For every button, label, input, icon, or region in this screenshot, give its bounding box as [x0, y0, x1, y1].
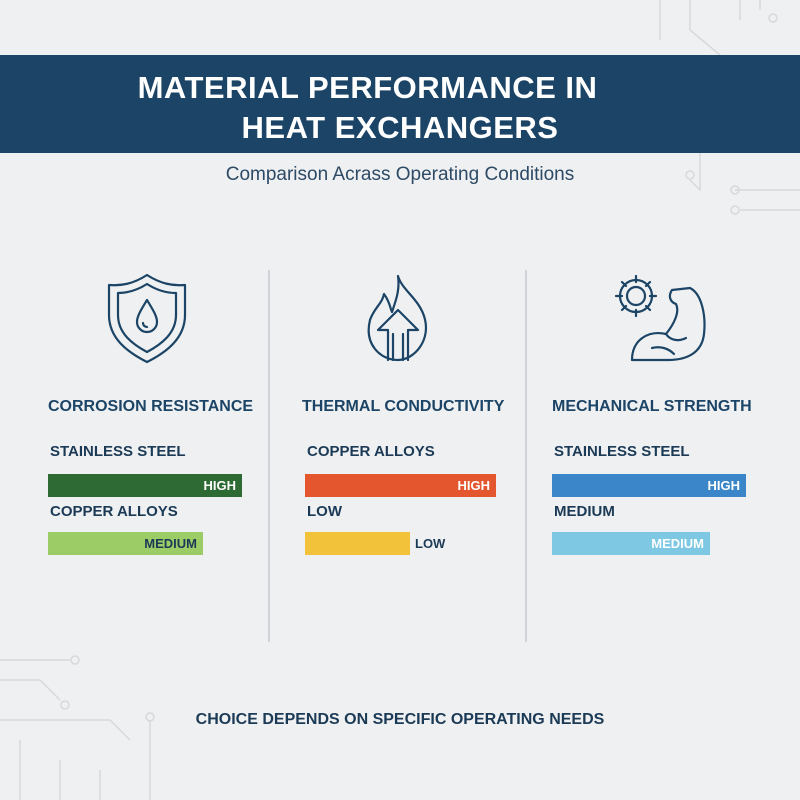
level-bar	[305, 532, 410, 555]
level-bar: HIGH	[552, 474, 746, 497]
level-label: HIGH	[707, 478, 741, 493]
title: HEAT EXCHANGERS	[241, 110, 559, 145]
material-label: COPPER ALLOYS	[50, 503, 178, 520]
level-label: HIGH	[457, 478, 491, 493]
flame-icon	[367, 274, 427, 362]
material-label: COPPER ALLOYS	[307, 443, 435, 460]
divider	[525, 270, 527, 642]
column-heading: THERMAL CONDUCTIVITY	[302, 398, 505, 415]
column-heading: MECHANICAL STRENGTH	[552, 398, 752, 415]
material-label: MEDIUM	[554, 503, 615, 520]
material-label: STAINLESS STEEL	[50, 443, 186, 460]
divider	[268, 270, 270, 642]
level-label: HIGH	[203, 478, 237, 493]
level-label: MEDIUM	[144, 536, 197, 551]
title: MATERIAL PERFORMANCE IN	[137, 70, 598, 105]
shield-icon	[107, 273, 187, 364]
header-band	[0, 55, 800, 153]
level-label: MEDIUM	[651, 536, 704, 551]
level-label: LOW	[415, 536, 446, 551]
material-label: STAINLESS STEEL	[554, 443, 690, 460]
strength-icon	[614, 274, 706, 362]
column-heading: CORROSION RESISTANCE	[48, 398, 254, 415]
level-bar: HIGH	[48, 474, 242, 497]
footer-note: CHOICE DEPENDS ON SPECIFIC OPERATING NEE…	[195, 711, 605, 728]
subtitle: Comparison Acrass Operating Conditions	[225, 164, 575, 185]
material-label: LOW	[307, 503, 342, 520]
level-bar: MEDIUM	[552, 532, 710, 555]
level-bar: MEDIUM	[48, 532, 203, 555]
level-bar: HIGH	[305, 474, 496, 497]
